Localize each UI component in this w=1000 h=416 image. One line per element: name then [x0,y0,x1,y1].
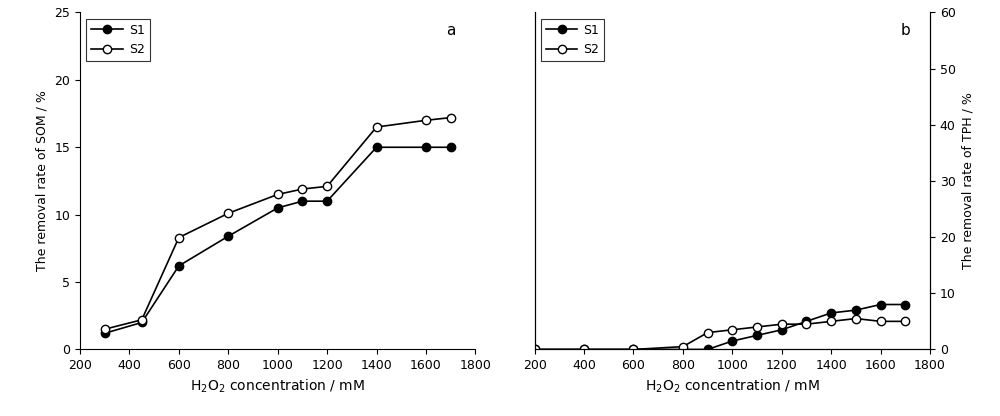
S1 [627,347,639,352]
S2 [529,347,541,352]
S1 [371,145,383,150]
Text: a: a [446,22,456,37]
X-axis label: H$_2$O$_2$ concentration / mM: H$_2$O$_2$ concentration / mM [190,378,365,395]
S1 [321,199,333,204]
S2 [850,316,862,321]
S1 [825,310,837,315]
S2 [445,115,457,120]
S1 [296,199,308,204]
S2 [222,211,234,216]
S2 [702,330,714,335]
Text: b: b [900,22,910,37]
S2 [627,347,639,352]
S2 [800,322,812,327]
S1 [136,320,148,325]
Line: S2: S2 [101,114,455,333]
S2 [173,235,185,240]
Line: S1: S1 [530,300,909,354]
S1 [899,302,911,307]
S1 [272,206,284,210]
S1 [445,145,457,150]
S2 [578,347,590,352]
S2 [420,118,432,123]
Line: S2: S2 [530,314,909,354]
S1 [420,145,432,150]
S1 [726,339,738,344]
S1 [751,333,763,338]
Y-axis label: The removal rate of SOM / %: The removal rate of SOM / % [36,91,49,271]
S2 [272,192,284,197]
S2 [726,327,738,332]
S1 [702,347,714,352]
S2 [751,324,763,329]
S1 [529,347,541,352]
S2 [825,319,837,324]
S2 [99,327,111,332]
S2 [875,319,887,324]
S1 [776,327,788,332]
S1 [875,302,887,307]
S1 [173,263,185,268]
S2 [899,319,911,324]
S2 [136,317,148,322]
Legend: S1, S2: S1, S2 [541,19,604,61]
S1 [222,234,234,239]
S2 [371,124,383,129]
S2 [677,344,689,349]
Y-axis label: The removal rate of TPH / %: The removal rate of TPH / % [961,92,974,270]
S2 [321,184,333,189]
S1 [800,319,812,324]
S1 [99,331,111,336]
S1 [677,347,689,352]
S2 [776,322,788,327]
S1 [850,307,862,313]
Legend: S1, S2: S1, S2 [86,19,150,61]
X-axis label: H$_2$O$_2$ concentration / mM: H$_2$O$_2$ concentration / mM [645,378,820,395]
Line: S1: S1 [101,143,455,337]
S1 [578,347,590,352]
S2 [296,186,308,191]
